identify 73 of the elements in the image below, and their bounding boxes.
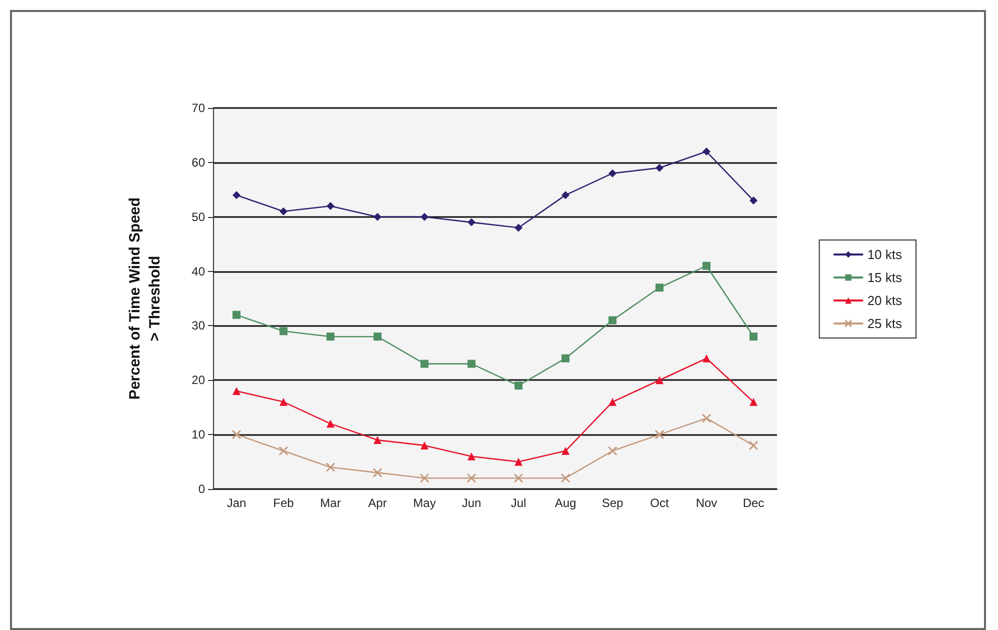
point	[420, 473, 430, 483]
y-tick-label: 20	[192, 373, 206, 388]
x-tick-label: Jun	[462, 496, 482, 510]
point	[326, 420, 334, 428]
point	[374, 436, 382, 444]
point	[656, 376, 664, 384]
legend-label: 20 kts	[867, 293, 902, 308]
point	[420, 360, 428, 368]
point	[278, 446, 288, 456]
point	[702, 413, 712, 423]
legend-label: 10 kts	[867, 247, 902, 262]
x-tick-label: Jul	[510, 496, 526, 510]
x-tick-label: Apr	[368, 496, 387, 510]
point	[232, 191, 240, 200]
point	[514, 382, 522, 390]
point	[562, 446, 570, 455]
point	[326, 332, 334, 341]
point	[656, 284, 664, 292]
point	[280, 398, 288, 406]
point	[280, 327, 288, 336]
point	[702, 262, 710, 270]
point	[514, 473, 524, 483]
point	[748, 440, 758, 450]
point	[420, 441, 428, 450]
y-tick-label: 60	[192, 155, 206, 170]
y-tick-label: 40	[192, 264, 206, 278]
point	[750, 332, 758, 341]
y-tick-label: 50	[192, 210, 206, 224]
point	[326, 202, 334, 210]
x-tick-label: Mar	[320, 496, 341, 510]
point	[232, 430, 242, 440]
point	[232, 387, 240, 396]
point	[750, 398, 758, 406]
point	[374, 212, 382, 221]
point	[608, 169, 616, 178]
point	[560, 473, 570, 483]
point	[656, 164, 664, 172]
point	[514, 458, 522, 466]
x-tick-label: Nov	[696, 496, 718, 510]
point	[702, 148, 710, 156]
x-tick-label: May	[413, 496, 436, 510]
y-tick-label: 10	[192, 428, 206, 442]
x-tick-label: Jan	[226, 496, 246, 510]
y-tick-label: 30	[192, 318, 206, 333]
point	[280, 207, 288, 216]
x-tick-label: Dec	[742, 496, 764, 510]
point	[562, 191, 570, 200]
legend-label: 15 kts	[867, 270, 902, 285]
point	[608, 398, 616, 406]
legend-label: 25 kts	[867, 316, 902, 331]
point	[702, 354, 710, 362]
y-axis-title: Percent of Time Wind Speed > Threshold	[126, 197, 164, 400]
point	[372, 468, 382, 478]
y-tick-label: 0	[198, 482, 206, 496]
x-tick-label: Aug	[554, 496, 576, 510]
point	[608, 446, 618, 456]
point	[468, 452, 476, 460]
y-tick-label: 70	[192, 101, 206, 115]
point	[326, 462, 336, 472]
x-tick-label: Sep	[602, 496, 624, 510]
point	[468, 218, 476, 226]
point	[232, 310, 240, 319]
point	[750, 196, 758, 205]
x-tick-label: Oct	[650, 496, 670, 510]
point	[468, 360, 476, 368]
point	[374, 332, 382, 341]
point	[466, 473, 476, 483]
point	[562, 354, 570, 362]
point	[420, 212, 428, 221]
point	[514, 224, 522, 232]
point	[654, 430, 664, 440]
x-tick-label: Feb	[273, 496, 294, 510]
point	[608, 316, 616, 324]
